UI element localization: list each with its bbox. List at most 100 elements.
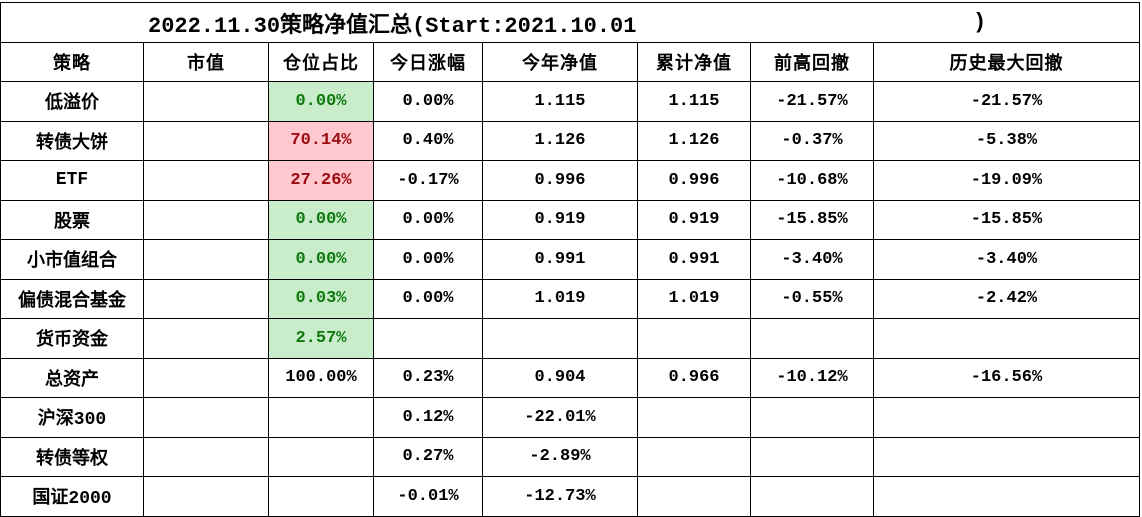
cell-today-change[interactable]: [374, 319, 483, 359]
header-drawdown-from-high[interactable]: 前高回撤: [751, 43, 874, 82]
cell-today-change[interactable]: 0.12%: [374, 398, 483, 438]
cell-position-pct[interactable]: [269, 477, 374, 517]
cell-today-change[interactable]: -0.01%: [374, 477, 483, 517]
cell-ytd-nav[interactable]: 0.996: [483, 161, 638, 201]
cell-strategy-name[interactable]: ETF: [1, 161, 144, 201]
cell-position-pct[interactable]: [269, 398, 374, 438]
cell-cumulative-nav[interactable]: [638, 398, 751, 438]
cell-market-value[interactable]: [144, 200, 269, 240]
cell-today-change[interactable]: 0.27%: [374, 437, 483, 477]
cell-market-value[interactable]: [144, 398, 269, 438]
cell-market-value[interactable]: [144, 82, 269, 122]
header-strategy[interactable]: 策略: [1, 43, 144, 82]
cell-market-value[interactable]: [144, 121, 269, 161]
cell-ytd-nav[interactable]: -22.01%: [483, 398, 638, 438]
cell-ytd-nav[interactable]: 0.991: [483, 240, 638, 280]
cell-max-drawdown[interactable]: -3.40%: [874, 240, 1140, 280]
cell-drawdown-from-high[interactable]: [751, 477, 874, 517]
cell-cumulative-nav[interactable]: 0.966: [638, 358, 751, 398]
cell-drawdown-from-high[interactable]: -0.55%: [751, 279, 874, 319]
header-ytd-nav[interactable]: 今年净值: [483, 43, 638, 82]
cell-ytd-nav[interactable]: 1.019: [483, 279, 638, 319]
cell-market-value[interactable]: [144, 358, 269, 398]
cell-cumulative-nav[interactable]: 0.996: [638, 161, 751, 201]
cell-market-value[interactable]: [144, 279, 269, 319]
cell-cumulative-nav[interactable]: 1.115: [638, 82, 751, 122]
cell-position-pct[interactable]: 100.00%: [269, 358, 374, 398]
cell-strategy-name[interactable]: 偏债混合基金: [1, 279, 144, 319]
cell-cumulative-nav[interactable]: [638, 319, 751, 359]
cell-drawdown-from-high[interactable]: [751, 319, 874, 359]
cell-max-drawdown[interactable]: -2.42%: [874, 279, 1140, 319]
cell-strategy-name[interactable]: 货币资金: [1, 319, 144, 359]
cell-ytd-nav[interactable]: [483, 319, 638, 359]
cell-max-drawdown[interactable]: [874, 477, 1140, 517]
cell-cumulative-nav[interactable]: 0.991: [638, 240, 751, 280]
cell-drawdown-from-high[interactable]: -10.12%: [751, 358, 874, 398]
cell-position-pct[interactable]: 0.00%: [269, 240, 374, 280]
cell-strategy-name[interactable]: 国证2000: [1, 477, 144, 517]
header-max-drawdown[interactable]: 历史最大回撤: [874, 43, 1140, 82]
cell-position-pct[interactable]: 0.00%: [269, 200, 374, 240]
cell-drawdown-from-high[interactable]: -21.57%: [751, 82, 874, 122]
cell-market-value[interactable]: [144, 319, 269, 359]
sheet-title-cell[interactable]: 2022.11.30策略净值汇总(Start:2021.10.01 ): [1, 3, 1140, 43]
cell-drawdown-from-high[interactable]: -3.40%: [751, 240, 874, 280]
cell-ytd-nav[interactable]: 1.126: [483, 121, 638, 161]
cell-market-value[interactable]: [144, 477, 269, 517]
cell-cumulative-nav[interactable]: 1.126: [638, 121, 751, 161]
cell-ytd-nav[interactable]: 0.919: [483, 200, 638, 240]
cell-max-drawdown[interactable]: -16.56%: [874, 358, 1140, 398]
cell-drawdown-from-high[interactable]: -0.37%: [751, 121, 874, 161]
cell-max-drawdown[interactable]: [874, 398, 1140, 438]
cell-position-pct[interactable]: 27.26%: [269, 161, 374, 201]
header-market-value[interactable]: 市值: [144, 43, 269, 82]
sheet-title: 2022.11.30策略净值汇总(Start:2021.10.01: [148, 13, 637, 39]
cell-drawdown-from-high[interactable]: -15.85%: [751, 200, 874, 240]
title-closing-paren: ): [973, 10, 987, 35]
header-cumulative-nav[interactable]: 累计净值: [638, 43, 751, 82]
cell-ytd-nav[interactable]: 1.115: [483, 82, 638, 122]
cell-today-change[interactable]: 0.40%: [374, 121, 483, 161]
cell-max-drawdown[interactable]: [874, 437, 1140, 477]
cell-today-change[interactable]: 0.23%: [374, 358, 483, 398]
cell-max-drawdown[interactable]: -21.57%: [874, 82, 1140, 122]
cell-position-pct[interactable]: 0.00%: [269, 82, 374, 122]
cell-drawdown-from-high[interactable]: -10.68%: [751, 161, 874, 201]
cell-position-pct[interactable]: [269, 437, 374, 477]
cell-today-change[interactable]: 0.00%: [374, 279, 483, 319]
cell-position-pct[interactable]: 70.14%: [269, 121, 374, 161]
header-today-change[interactable]: 今日涨幅: [374, 43, 483, 82]
cell-max-drawdown[interactable]: -5.38%: [874, 121, 1140, 161]
cell-ytd-nav[interactable]: -2.89%: [483, 437, 638, 477]
cell-market-value[interactable]: [144, 437, 269, 477]
cell-ytd-nav[interactable]: 0.904: [483, 358, 638, 398]
cell-ytd-nav[interactable]: -12.73%: [483, 477, 638, 517]
cell-max-drawdown[interactable]: -19.09%: [874, 161, 1140, 201]
cell-max-drawdown[interactable]: -15.85%: [874, 200, 1140, 240]
cell-today-change[interactable]: 0.00%: [374, 82, 483, 122]
header-position-pct[interactable]: 仓位占比: [269, 43, 374, 82]
cell-drawdown-from-high[interactable]: [751, 437, 874, 477]
cell-cumulative-nav[interactable]: [638, 477, 751, 517]
cell-cumulative-nav[interactable]: [638, 437, 751, 477]
cell-strategy-name[interactable]: 转债等权: [1, 437, 144, 477]
cell-today-change[interactable]: 0.00%: [374, 200, 483, 240]
cell-cumulative-nav[interactable]: 0.919: [638, 200, 751, 240]
cell-market-value[interactable]: [144, 240, 269, 280]
cell-strategy-name[interactable]: 沪深300: [1, 398, 144, 438]
cell-strategy-name[interactable]: 小市值组合: [1, 240, 144, 280]
cell-strategy-name[interactable]: 转债大饼: [1, 121, 144, 161]
cell-strategy-name[interactable]: 股票: [1, 200, 144, 240]
cell-max-drawdown[interactable]: [874, 319, 1140, 359]
cell-position-pct[interactable]: 0.03%: [269, 279, 374, 319]
cell-cumulative-nav[interactable]: 1.019: [638, 279, 751, 319]
cell-strategy-name[interactable]: 总资产: [1, 358, 144, 398]
cell-position-pct[interactable]: 2.57%: [269, 319, 374, 359]
cell-drawdown-from-high[interactable]: [751, 398, 874, 438]
cell-market-value[interactable]: [144, 161, 269, 201]
cell-today-change[interactable]: -0.17%: [374, 161, 483, 201]
cell-strategy-name[interactable]: 低溢价: [1, 82, 144, 122]
cell-today-change[interactable]: 0.00%: [374, 240, 483, 280]
